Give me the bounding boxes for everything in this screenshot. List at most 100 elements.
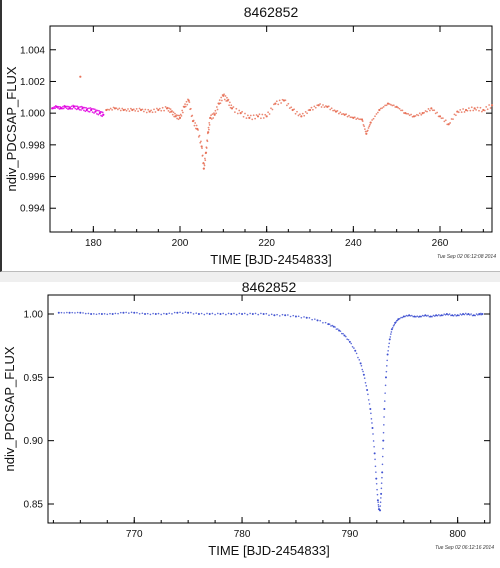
data-point (460, 111, 463, 114)
data-point (74, 107, 77, 110)
data-point (390, 103, 392, 106)
data-point (378, 509, 381, 511)
data-point (274, 102, 277, 105)
data-point (190, 311, 192, 314)
data-point (134, 110, 137, 112)
data-point (270, 107, 272, 110)
data-point (182, 111, 184, 114)
data-point (455, 315, 458, 317)
data-point (390, 333, 392, 335)
data-point (179, 113, 182, 116)
data-point (238, 312, 241, 315)
data-point (184, 311, 187, 314)
data-point (278, 99, 281, 102)
series-0 (57, 311, 484, 512)
data-point (270, 313, 273, 316)
data-point (100, 313, 103, 315)
series-0 (51, 104, 105, 118)
data-point (174, 112, 176, 115)
data-point (443, 313, 445, 315)
data-point (173, 115, 176, 118)
data-point (177, 118, 180, 121)
data-point (418, 315, 421, 318)
data-point (146, 312, 149, 315)
data-point (268, 314, 270, 317)
data-point (224, 95, 227, 97)
y-tick-label: 0.85 (24, 500, 44, 511)
data-point (383, 416, 385, 418)
data-point (466, 313, 468, 316)
data-point (78, 108, 81, 111)
data-point (485, 106, 488, 108)
data-point (80, 109, 82, 111)
data-point (327, 105, 330, 108)
data-point (197, 313, 200, 315)
data-point (125, 311, 127, 314)
data-point (416, 315, 419, 317)
data-point (281, 98, 284, 101)
data-point (71, 107, 74, 110)
data-point (247, 114, 249, 117)
data-point (296, 110, 298, 113)
y-tick-label: 1.002 (20, 77, 45, 88)
data-point (143, 110, 145, 113)
data-point (360, 364, 363, 367)
data-point (184, 103, 186, 105)
series-1 (105, 93, 494, 170)
data-point (351, 116, 353, 119)
data-point (379, 501, 382, 504)
data-point (172, 111, 175, 114)
data-point (456, 110, 459, 113)
data-point (244, 112, 246, 115)
data-point (478, 109, 480, 112)
data-point (286, 104, 288, 107)
data-point (410, 113, 412, 116)
data-point (342, 332, 344, 335)
data-point (356, 117, 359, 120)
data-point (447, 314, 450, 316)
data-point (408, 114, 411, 117)
data-point (103, 312, 106, 315)
data-point (395, 321, 397, 323)
data-point (372, 433, 374, 435)
data-point (370, 418, 373, 420)
data-point (148, 110, 151, 113)
data-point (313, 105, 316, 108)
data-point (83, 106, 86, 109)
data-point (390, 328, 393, 331)
data-point (276, 313, 278, 316)
data-point (483, 109, 486, 112)
data-point (136, 311, 138, 314)
data-point (117, 312, 119, 315)
data-point (376, 499, 379, 502)
data-point (418, 112, 421, 115)
data-point (353, 116, 356, 119)
x-tick-label: 780 (234, 529, 251, 540)
data-point (393, 323, 396, 326)
data-point (119, 311, 122, 314)
data-point (163, 312, 165, 315)
timestamp-label: Tue Sep 02 06:12:16 2014 (435, 545, 494, 551)
data-point (189, 107, 192, 110)
data-point (359, 362, 362, 365)
data-point (375, 477, 378, 480)
data-point (462, 313, 465, 315)
data-point (345, 113, 347, 116)
data-point (314, 318, 316, 320)
data-point (241, 313, 244, 315)
data-point (70, 108, 72, 110)
data-point (368, 403, 371, 405)
data-point (175, 114, 178, 117)
data-point (66, 311, 68, 314)
data-point (84, 110, 87, 113)
data-point (480, 313, 483, 316)
data-point (71, 311, 74, 314)
x-axis-label: TIME [BJD-2454833] (208, 543, 329, 558)
data-point (427, 314, 429, 317)
data-point (451, 314, 454, 317)
data-point (132, 108, 135, 111)
data-point (67, 108, 69, 111)
data-point (437, 313, 440, 316)
data-point (345, 335, 347, 338)
data-point (308, 317, 311, 319)
